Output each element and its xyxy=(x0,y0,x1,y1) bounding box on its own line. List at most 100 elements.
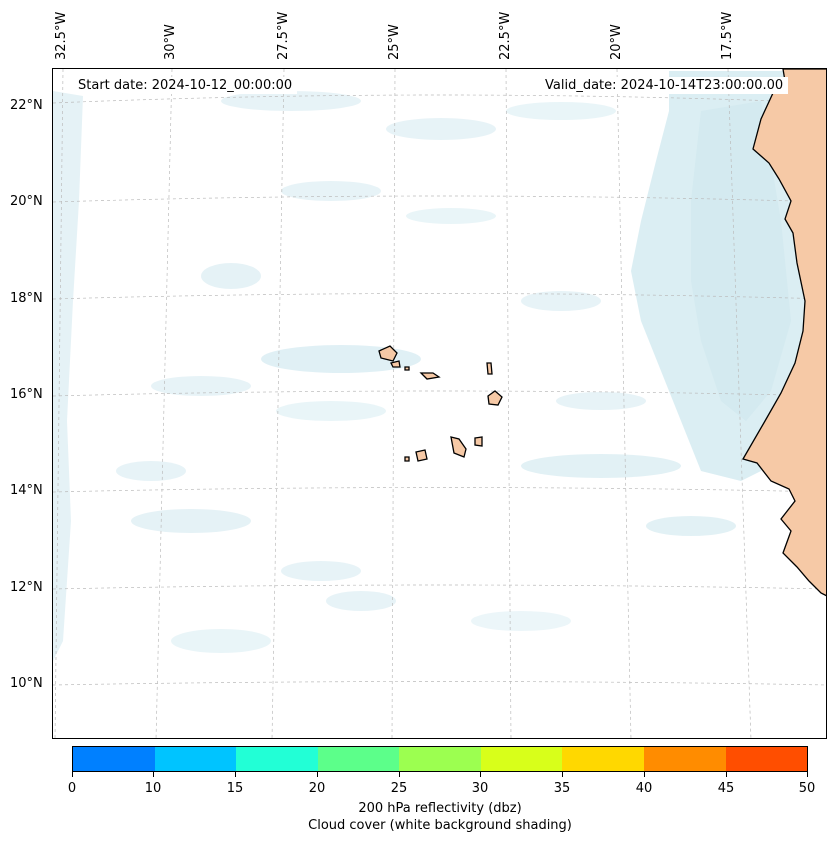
cloud-patch-north-center xyxy=(386,118,496,140)
island-maio xyxy=(474,436,483,447)
cloud-patch-11n-center xyxy=(326,591,396,611)
colorbar-tick-label-20: 20 xyxy=(308,781,326,796)
colorbar-tick xyxy=(562,772,563,777)
island-santiago xyxy=(450,436,467,458)
island-boa-vista xyxy=(487,390,503,406)
colorbar-tick-label-10: 10 xyxy=(144,781,162,796)
cloud-patch-11n-west xyxy=(171,629,271,653)
colorbar-segment-0-10 xyxy=(73,747,155,771)
cloud-patch-13n xyxy=(131,509,251,533)
gridline-32-5w xyxy=(54,69,64,738)
colorbar-segment-40-45 xyxy=(643,747,726,771)
gridline-20w xyxy=(616,69,632,738)
coastline-africa xyxy=(742,69,826,597)
island-santa-luzia xyxy=(404,366,410,371)
island-sal xyxy=(486,362,493,375)
island-santo-antao xyxy=(378,345,398,362)
cloud-patch-12n-center xyxy=(281,561,361,581)
gridline-14n xyxy=(53,487,826,493)
colorbar-tick xyxy=(726,772,727,777)
colorbar-tick-label-45: 45 xyxy=(717,781,735,796)
lon-label-27-5w: 27.5°W xyxy=(276,11,291,60)
colorbar-tick-label-15: 15 xyxy=(226,781,244,796)
colorbar-tick xyxy=(807,772,808,777)
lon-label-22-5w: 22.5°W xyxy=(498,11,513,60)
colorbar-segment-25-30 xyxy=(399,747,481,771)
colorbar-segment-30-35 xyxy=(480,747,563,771)
cloud-west-edge xyxy=(53,91,83,661)
lat-label-20n: 20°N xyxy=(10,194,43,209)
cloud-patch-16n-east xyxy=(556,392,646,410)
islands-cape-verde xyxy=(378,345,503,462)
cloud-patch-16n-west xyxy=(151,376,251,396)
gridline-16n xyxy=(53,390,826,397)
colorbar-tick-label-35: 35 xyxy=(553,781,571,796)
colorbar-tick xyxy=(153,772,154,777)
cloud-band-14n-east xyxy=(521,454,681,478)
lat-label-10n: 10°N xyxy=(10,676,43,691)
map-canvas xyxy=(53,69,826,738)
gridline-22-5w xyxy=(505,69,512,738)
cloud-patch-13n-east xyxy=(646,516,736,536)
colorbar-tick xyxy=(235,772,236,777)
colorbar-tick xyxy=(480,772,481,777)
island-fogo xyxy=(415,449,428,462)
colorbar-segment-45-50 xyxy=(725,747,808,771)
africa-mainland xyxy=(742,69,826,597)
colorbar-tick-label-0: 0 xyxy=(67,781,77,796)
colorbar-tick xyxy=(644,772,645,777)
lat-label-12n: 12°N xyxy=(10,580,43,595)
gridline-20n xyxy=(53,195,826,203)
lon-label-30w: 30°W xyxy=(163,24,178,60)
lon-label-32-5w: 32.5°W xyxy=(54,11,69,60)
cloud-patch-north-east xyxy=(506,102,616,120)
valid-date-label: Valid_date: 2024-10-14T23:00:00.00 xyxy=(540,77,789,94)
start-date-label: Start date: 2024-10-12_00:00:00 xyxy=(73,77,298,94)
lon-label-25w: 25°W xyxy=(387,24,402,60)
colorbar-segment-10-15 xyxy=(154,747,237,771)
gridline-10n xyxy=(53,681,826,686)
gridline-12n xyxy=(53,584,826,590)
island-sao-vicente xyxy=(390,360,401,368)
colorbar-tick xyxy=(399,772,400,777)
colorbar-tick xyxy=(72,772,73,777)
lon-label-20w: 20°W xyxy=(609,24,624,60)
lon-label-17-5w: 17.5°W xyxy=(720,11,735,60)
map-panel[interactable] xyxy=(52,68,827,739)
lat-label-16n: 16°N xyxy=(10,387,43,402)
cloud-cover-layer xyxy=(53,71,806,661)
colorbar-tick xyxy=(317,772,318,777)
cloud-band-17n xyxy=(261,345,421,373)
colorbar-label: 200 hPa reflectivity (dbz) xyxy=(358,801,522,816)
cloud-patch-20n-west xyxy=(281,181,381,201)
colorbar xyxy=(72,746,808,772)
cloud-patch-16n-center xyxy=(276,401,386,421)
colorbar-segment-15-20 xyxy=(236,747,318,771)
cloud-patch-19n xyxy=(201,263,261,289)
gridline-25w xyxy=(391,69,396,738)
gridline-17-5w xyxy=(727,69,752,738)
gridline-18n xyxy=(53,293,826,300)
island-brava xyxy=(404,456,410,462)
colorbar-tick-label-25: 25 xyxy=(390,781,408,796)
graticule xyxy=(53,69,826,738)
island-sao-nicolau xyxy=(419,372,441,380)
cloud-patch-18n-east xyxy=(521,291,601,311)
colorbar-sublabel: Cloud cover (white background shading) xyxy=(308,818,572,833)
cloud-patch-20n-center xyxy=(406,208,496,224)
cloud-band-coastal-inner xyxy=(691,101,791,421)
cloud-patch-northwest xyxy=(221,91,361,111)
cloud-patch-10n-east xyxy=(471,611,571,631)
lat-label-22n: 22°N xyxy=(10,98,43,113)
colorbar-tick-label-30: 30 xyxy=(471,781,489,796)
colorbar-segment-20-25 xyxy=(317,747,400,771)
gridline-22n xyxy=(53,94,826,104)
cloud-patch-14n-west xyxy=(116,461,186,481)
gridline-27-5w xyxy=(271,69,285,738)
colorbar-tick-label-50: 50 xyxy=(798,781,816,796)
lat-label-18n: 18°N xyxy=(10,291,43,306)
colorbar-tick-label-40: 40 xyxy=(635,781,653,796)
colorbar-segment-35-40 xyxy=(562,747,644,771)
gridline-30w xyxy=(155,69,173,738)
lat-label-14n: 14°N xyxy=(10,483,43,498)
